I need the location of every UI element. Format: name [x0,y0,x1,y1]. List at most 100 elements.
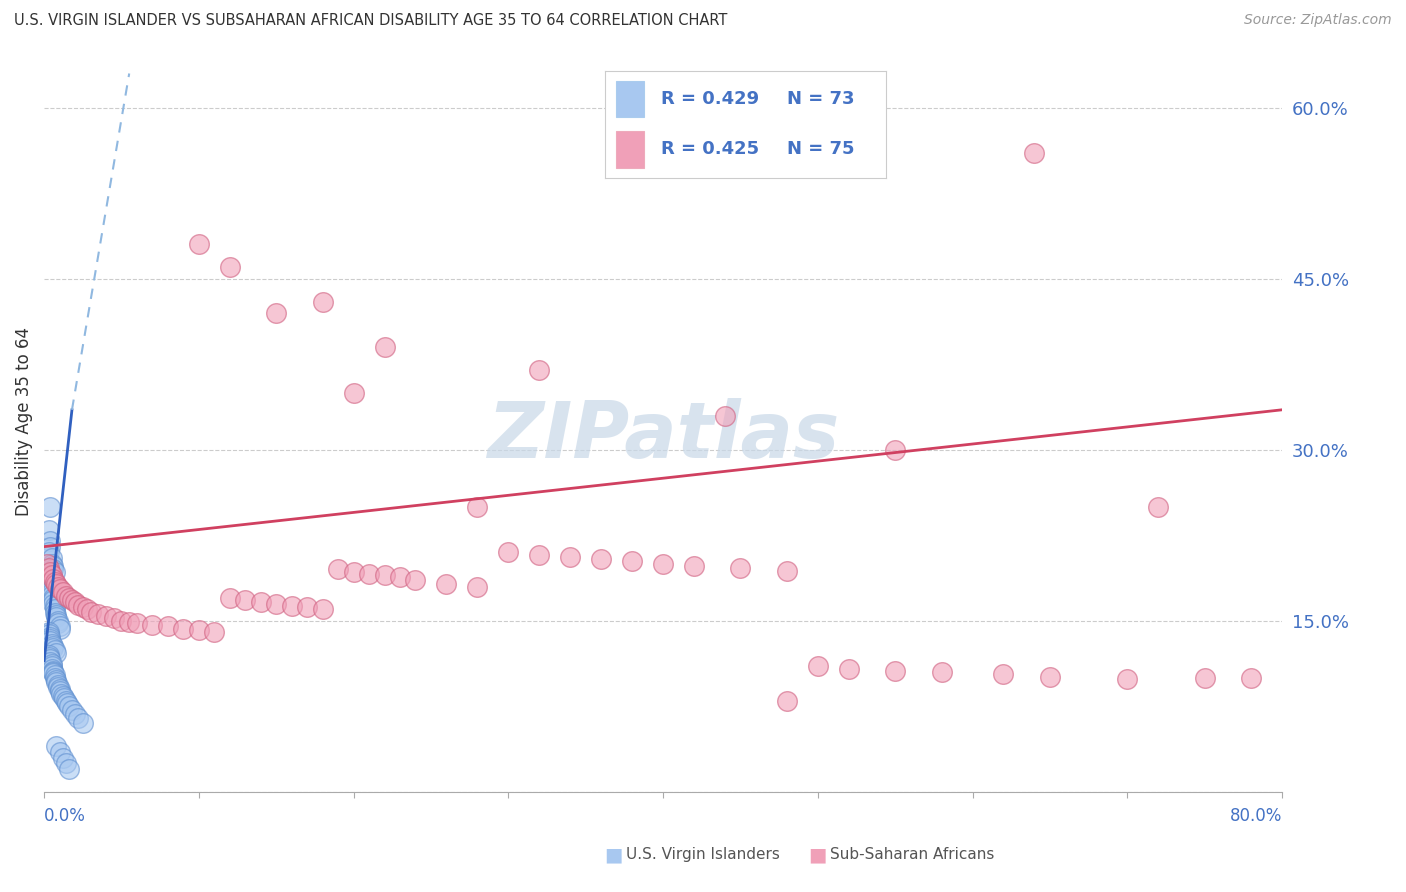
Point [87,607,110,621]
Point [58,699,80,714]
Text: 0.0%: 0.0% [44,806,86,824]
Point [52,585,75,599]
Point [45,675,67,690]
Point [621,554,644,568]
Point [49,687,72,701]
Point [63,595,86,609]
Point [48,684,70,698]
Point [72,716,94,731]
Point [404,573,426,587]
Point [42,562,65,576]
Point [39,540,62,554]
Point [39,500,62,514]
Point [58,591,80,605]
Point [45,646,67,660]
Point [41,636,63,650]
Point [38,627,60,641]
Point [1024,146,1046,161]
Point [39,565,62,579]
Point [41,582,63,596]
Point [41,587,63,601]
Point [38,625,60,640]
Bar [616,81,644,118]
Point [1147,500,1170,514]
Point [110,614,132,628]
Point [187,623,209,637]
Point [45,577,67,591]
Text: R = 0.429: R = 0.429 [661,90,759,108]
Point [44,574,66,589]
Point [45,607,67,622]
Point [38,561,60,575]
Point [103,611,125,625]
Point [42,591,65,605]
Point [498,545,520,559]
Text: Sub-Saharan Africans: Sub-Saharan Africans [830,847,994,862]
Point [41,659,63,673]
Point [42,559,65,574]
Point [388,570,411,584]
Point [187,237,209,252]
Point [76,602,98,616]
Point [41,585,63,599]
Point [264,306,287,320]
Point [67,711,90,725]
Point [63,707,86,722]
Point [591,552,613,566]
Point [993,667,1015,681]
Point [467,500,489,514]
Point [53,691,76,706]
Bar [616,131,644,168]
Point [884,442,907,457]
Point [48,745,70,759]
Point [60,703,83,717]
Point [218,260,240,275]
Point [44,643,66,657]
Point [436,577,458,591]
Point [141,618,163,632]
Point [683,559,706,574]
Point [714,409,737,423]
Point [39,634,62,648]
Point [42,572,65,586]
Point [48,682,70,697]
Text: ■: ■ [605,845,623,864]
Point [46,680,69,694]
Point [41,662,63,676]
Point [807,659,830,673]
Point [48,622,70,636]
Text: U.S. Virgin Islanders: U.S. Virgin Islanders [626,847,779,862]
Point [776,693,799,707]
Point [39,632,62,646]
Point [202,625,225,640]
Point [52,689,75,703]
Text: ■: ■ [808,845,827,864]
Point [342,385,364,400]
Point [56,696,79,710]
Point [55,589,77,603]
Point [311,294,333,309]
Point [39,630,62,644]
Text: R = 0.425: R = 0.425 [661,141,759,159]
Point [67,598,90,612]
Point [41,557,63,571]
Point [218,591,240,605]
Point [46,614,69,628]
Text: 80.0%: 80.0% [1230,806,1282,824]
Point [42,665,65,679]
Point [38,523,60,537]
Text: N = 75: N = 75 [787,141,855,159]
Point [373,340,395,354]
Point [55,693,77,707]
Point [39,652,62,666]
Point [311,602,333,616]
Point [41,551,63,566]
Point [42,666,65,681]
Point [79,605,101,619]
Point [42,597,65,611]
Text: ZIPatlas: ZIPatlas [486,398,839,474]
Y-axis label: Disability Age 35 to 64: Disability Age 35 to 64 [15,326,32,516]
Point [45,673,67,687]
Point [39,574,62,588]
Point [838,662,860,676]
